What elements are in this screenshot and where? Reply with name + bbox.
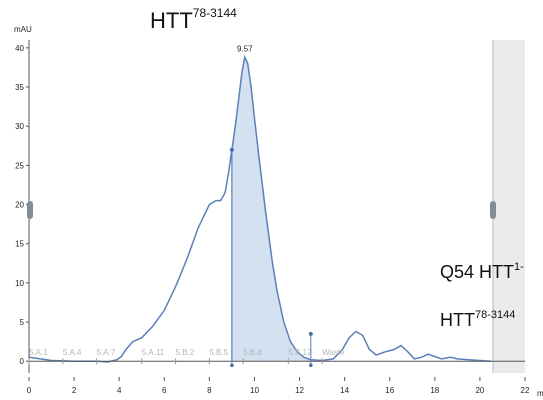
x-tick-label: 12 — [295, 386, 304, 395]
fraction-label: 5.A.1 — [29, 348, 48, 357]
x-tick-label: 10 — [250, 386, 259, 395]
marker-point[interactable] — [308, 331, 313, 336]
peak-label: 9.57 — [237, 45, 253, 54]
side-label-htt: HTT78-3144 — [440, 309, 516, 331]
fraction-label: 5.A.4 — [63, 348, 82, 357]
fraction-label: 5.B.8 — [243, 348, 262, 357]
fraction-label: Waste — [322, 348, 345, 357]
y-tick-label: 10 — [15, 279, 24, 288]
y-axis-unit-label: mAU — [14, 25, 32, 34]
side-label-q54: Q54 HTT1- — [440, 261, 524, 283]
x-axis-unit-label: m — [537, 389, 543, 398]
x-tick-label: 6 — [162, 386, 167, 395]
side-label-htt-text: HTT — [440, 310, 475, 330]
x-tick-label: 2 — [72, 386, 77, 395]
x-tick-label: 18 — [430, 386, 439, 395]
figure-title: HTT78-3144 — [150, 6, 237, 34]
fraction-label: 5.B.5 — [209, 348, 228, 357]
x-tick-label: 16 — [385, 386, 394, 395]
y-tick-label: 5 — [20, 318, 25, 327]
y-tick-label: 0 — [20, 357, 25, 366]
title-text: HTT — [150, 8, 193, 33]
absorbance-trace — [28, 54, 492, 363]
marker-base-point — [230, 363, 234, 368]
left-handle[interactable] — [27, 201, 33, 219]
x-tick-label: 20 — [475, 386, 484, 395]
y-tick-label: 20 — [15, 201, 24, 210]
x-tick-label: 14 — [340, 386, 349, 395]
fraction-label: 5.A.11 — [142, 348, 165, 357]
title-superscript: 78-3144 — [192, 6, 237, 20]
y-tick-label: 40 — [15, 44, 24, 53]
y-tick-label: 30 — [15, 122, 24, 131]
side-label-q54-superscript: 1- — [514, 261, 524, 273]
x-tick-label: 0 — [27, 386, 32, 395]
fraction-label: 5.B.2 — [176, 348, 195, 357]
x-tick-label: 8 — [207, 386, 212, 395]
side-label-htt-superscript: 78-3144 — [475, 309, 516, 321]
x-tick-label: 4 — [117, 386, 122, 395]
fraction-label: 5.A.7 — [97, 348, 116, 357]
y-tick-label: 15 — [15, 240, 24, 249]
fraction-label: 5.B.12 — [288, 348, 312, 357]
shaded-peak-area — [231, 57, 311, 362]
x-tick-label: 22 — [521, 386, 530, 395]
side-label-q54-text: Q54 HTT — [440, 262, 515, 282]
y-tick-label: 25 — [15, 161, 24, 170]
right-handle[interactable] — [490, 201, 496, 219]
right-shaded-region — [493, 40, 525, 373]
marker-base-point — [309, 363, 313, 368]
y-tick-label: 35 — [15, 83, 24, 92]
marker-point[interactable] — [229, 147, 234, 152]
